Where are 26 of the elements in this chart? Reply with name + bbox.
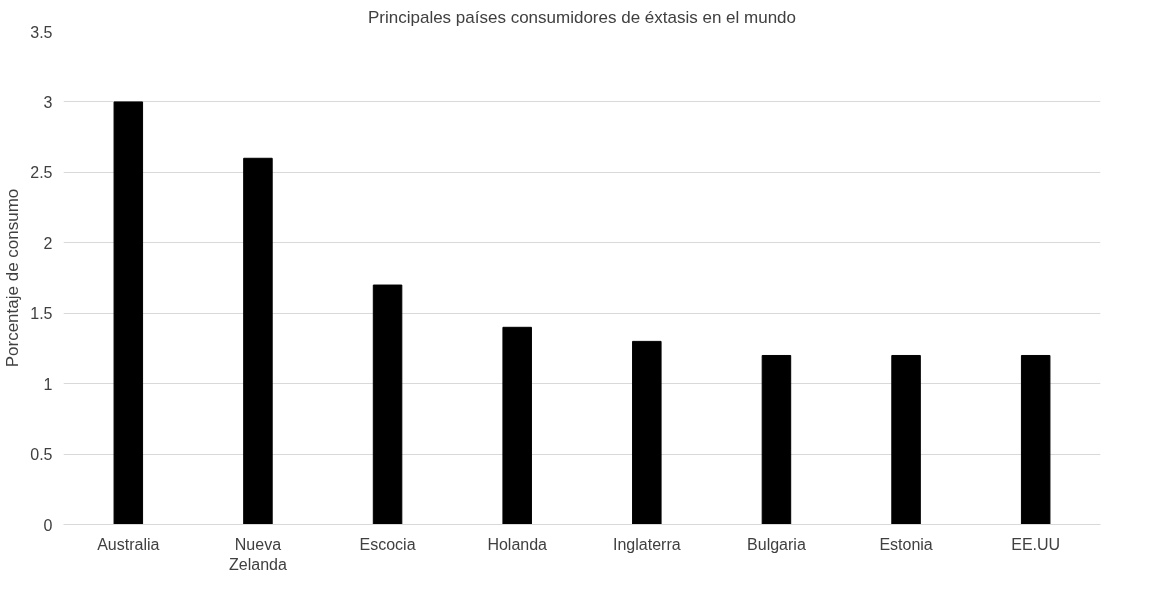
y-tick-label: 2.5 xyxy=(30,164,53,182)
x-tick-label: Australia xyxy=(97,535,160,553)
x-tick-label: Inglaterra xyxy=(613,535,681,553)
x-tick-label: Bulgaria xyxy=(747,535,806,553)
x-tick-label: EE.UU xyxy=(1011,535,1061,553)
bar xyxy=(372,284,403,525)
bar xyxy=(632,340,662,525)
bar xyxy=(891,354,921,525)
x-tick-label: Holanda xyxy=(487,535,548,553)
bar xyxy=(1020,354,1051,525)
y-tick-label: 3.5 xyxy=(30,23,53,41)
bar xyxy=(761,354,792,525)
x-tick-label: Escocia xyxy=(359,535,416,553)
y-tick-label: 2 xyxy=(43,234,53,252)
x-tick-label: Estonia xyxy=(879,535,933,553)
y-tick-label: 1.5 xyxy=(30,305,53,323)
y-tick-label: 0 xyxy=(43,516,53,534)
bar xyxy=(502,326,532,525)
y-axis-title: Porcentaje de consumo xyxy=(3,188,23,368)
y-tick-label: 0.5 xyxy=(30,446,53,464)
bar xyxy=(243,157,273,525)
y-tick-label: 1 xyxy=(43,375,53,393)
y-tick-label: 3 xyxy=(43,93,53,111)
x-tick-label: Nueva Zelanda xyxy=(229,535,287,573)
bar xyxy=(113,101,144,525)
chart-title: Principales países consumidores de éxtasis en el mundo xyxy=(367,7,797,27)
